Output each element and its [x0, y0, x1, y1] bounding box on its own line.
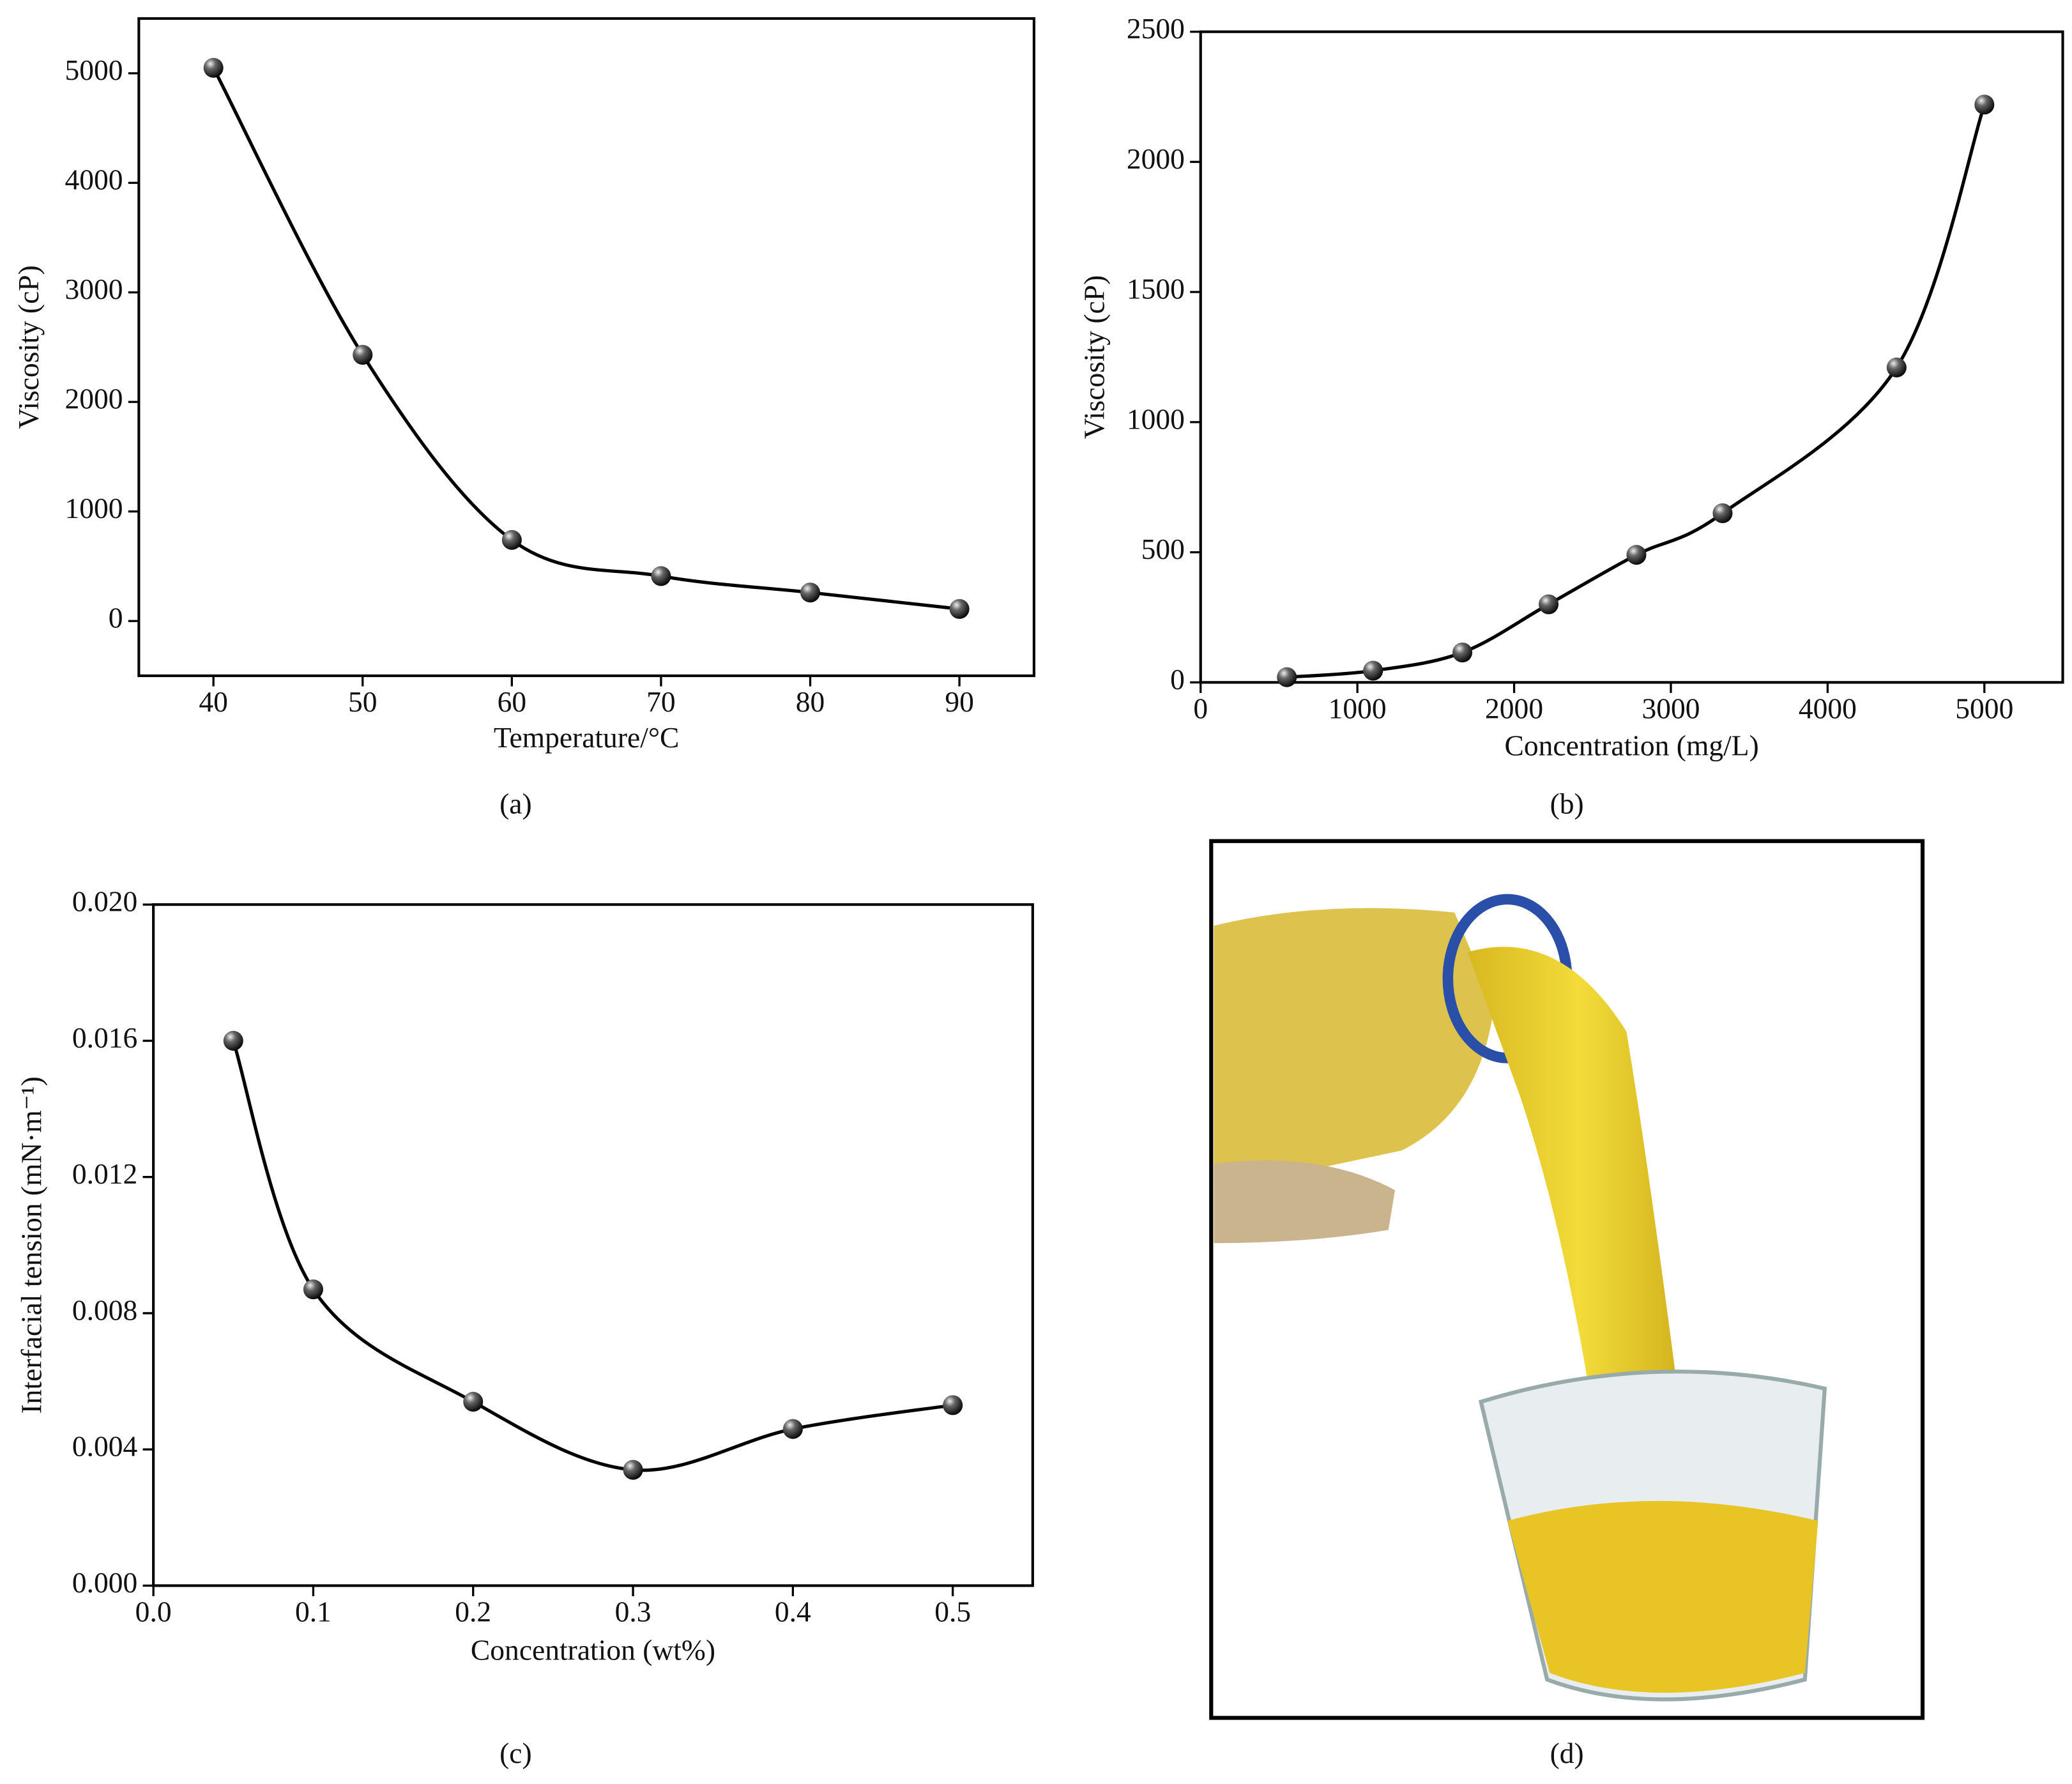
y-tick-label: 0.016 — [72, 1021, 137, 1054]
data-point — [1539, 594, 1559, 614]
data-point — [223, 1030, 243, 1051]
data-point — [203, 57, 224, 78]
y-tick-label: 0.012 — [72, 1157, 137, 1190]
panel-caption: (b) — [1550, 787, 1584, 820]
chart-panel: 0 1000 2000 3000 4000 5000 40 50 60 70 80 90 Tempera… — [12, 17, 1035, 820]
data-point — [651, 566, 671, 586]
x-tick-label: 0 — [1193, 692, 1208, 724]
pour-stream — [1467, 947, 1693, 1508]
y-tick-label: 5000 — [65, 54, 123, 86]
x-tick-label: 0.5 — [934, 1595, 971, 1628]
y-tick-label: 0.000 — [72, 1566, 137, 1599]
y-axis-title: Viscosity (cP) — [1078, 275, 1111, 439]
x-tick-label: 70 — [646, 685, 676, 718]
plot-frame — [1199, 30, 2064, 684]
x-tick-label: 0.0 — [135, 1595, 172, 1628]
plot-frame — [152, 903, 1034, 1587]
x-tick-label: 0.3 — [615, 1595, 651, 1628]
data-point — [1974, 95, 1995, 115]
x-axis-title: Concentration (mg/L) — [1504, 729, 1758, 761]
y-tick-label: 0.020 — [72, 885, 137, 918]
photo-panel: (d) — [1209, 839, 1925, 1769]
data-point — [1363, 660, 1383, 681]
data-point — [1277, 667, 1297, 687]
x-tick-label: 40 — [199, 685, 228, 718]
data-point — [623, 1460, 643, 1480]
y-tick-label: 4000 — [65, 164, 123, 196]
data-point — [949, 598, 970, 619]
y-tick-label: 1000 — [1127, 402, 1185, 435]
beaker-liquid — [1507, 1500, 1818, 1693]
x-axis-title: Temperature/°C — [494, 721, 680, 754]
y-tick-label: 2000 — [1127, 142, 1185, 175]
glove — [1214, 1160, 1396, 1244]
data-point — [353, 344, 373, 365]
data-point — [800, 583, 821, 603]
x-tick-label: 80 — [796, 685, 825, 718]
y-axis-title: Interfacial tension (mN·m⁻¹) — [15, 1076, 47, 1414]
x-tick-label: 0.4 — [775, 1595, 811, 1628]
y-tick-label: 0 — [1170, 663, 1185, 696]
x-tick-label: 90 — [945, 685, 974, 718]
x-tick-label: 2000 — [1485, 692, 1543, 724]
x-axis-title: Concentration (wt%) — [471, 1633, 715, 1666]
data-point — [1886, 357, 1907, 377]
chart-panel: 0.000 0.004 0.008 0.012 0.016 0.020 0.0 0.1 0.2 0… — [15, 885, 1034, 1769]
y-tick-label: 1500 — [1127, 273, 1185, 305]
x-tick-label: 0.1 — [295, 1595, 331, 1628]
y-axis-title: Viscosity (cP) — [12, 265, 45, 429]
y-tick-label: 0.008 — [72, 1293, 137, 1326]
series-line — [231, 1040, 954, 1472]
data-point — [1626, 545, 1647, 565]
y-tick-label: 3000 — [65, 273, 123, 305]
plot-frame — [137, 17, 1035, 678]
y-tick-label: 0 — [109, 602, 123, 634]
y-tick-label: 2500 — [1127, 12, 1185, 45]
data-point — [782, 1419, 803, 1439]
x-tick-label: 4000 — [1799, 692, 1857, 724]
chart-panel: 0 500 1000 1500 2000 2500 0 1000 2000 3000 4000 500… — [1078, 12, 2064, 820]
y-tick-label: 2000 — [65, 383, 123, 415]
data-point — [463, 1392, 484, 1412]
x-tick-label: 0.2 — [455, 1595, 491, 1628]
data-point — [1452, 642, 1473, 663]
x-tick-label: 1000 — [1329, 692, 1387, 724]
data-point — [943, 1395, 963, 1415]
data-point — [303, 1279, 323, 1300]
x-tick-label: 5000 — [1955, 692, 2013, 724]
data-point — [1712, 503, 1733, 524]
x-tick-label: 50 — [348, 685, 377, 718]
x-tick-label: 60 — [498, 685, 527, 718]
series-line — [1286, 103, 1986, 679]
x-tick-label: 3000 — [1642, 692, 1700, 724]
panel-caption: (a) — [499, 787, 532, 820]
y-tick-label: 0.004 — [72, 1430, 138, 1463]
panel-caption: (d) — [1550, 1737, 1584, 1769]
bottle — [1214, 908, 1495, 1191]
y-tick-label: 1000 — [65, 492, 123, 524]
data-point — [501, 530, 522, 550]
y-tick-label: 500 — [1141, 533, 1185, 565]
series-line — [211, 66, 960, 611]
panel-caption: (c) — [499, 1737, 532, 1769]
